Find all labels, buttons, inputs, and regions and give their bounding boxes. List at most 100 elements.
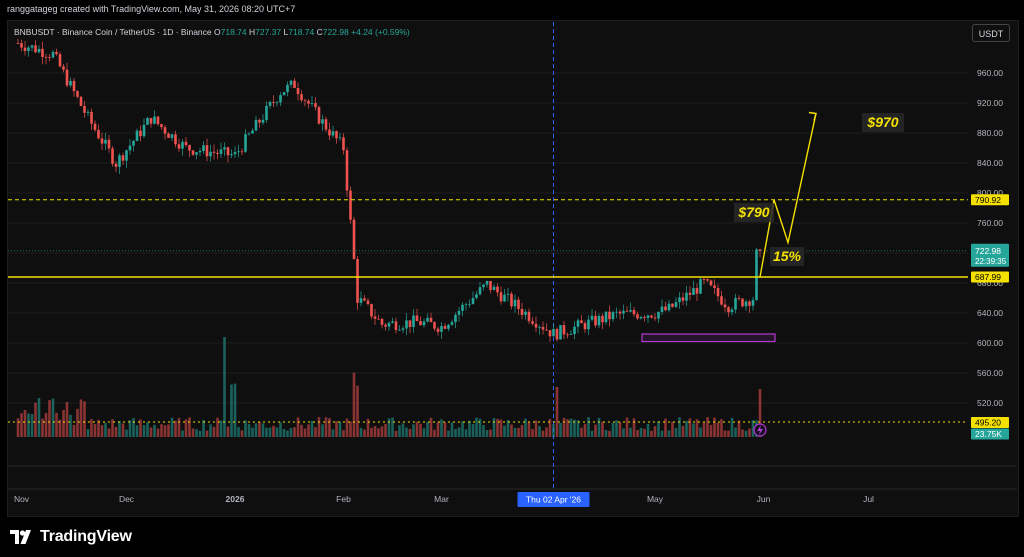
annotation-text: $790: [737, 204, 769, 220]
candle-body: [310, 103, 314, 104]
candle-body: [55, 51, 58, 55]
candle-body: [639, 317, 643, 319]
volume-bar: [503, 425, 506, 437]
candle-body: [618, 311, 622, 314]
candle-body: [338, 137, 342, 139]
volume-bar: [688, 418, 692, 437]
volume-bar: [219, 420, 223, 437]
x-tick-label: Jul: [863, 494, 874, 504]
y-tick-label: 680.00: [977, 278, 1003, 288]
candle-body: [499, 292, 503, 302]
volume-bar: [643, 428, 646, 437]
candle-body: [737, 297, 741, 299]
volume-bar: [646, 423, 650, 437]
volume-bar: [51, 398, 55, 437]
crosshair-date-label: Thu 02 Apr '26: [526, 495, 581, 505]
close-label: C: [316, 27, 323, 37]
candle-body: [331, 131, 335, 136]
volume-bar: [121, 423, 125, 437]
volume-bar: [464, 429, 468, 437]
candle-body: [230, 154, 233, 156]
y-tick-label: 760.00: [977, 218, 1003, 228]
volume-bar: [216, 417, 219, 437]
volume-bar: [513, 427, 517, 437]
candle-body: [401, 328, 405, 330]
volume-bar: [475, 417, 478, 437]
volume-bar: [212, 426, 216, 437]
volume-bar: [209, 424, 212, 437]
candle-body: [741, 298, 744, 307]
candle-body: [191, 150, 195, 155]
volume-bar: [65, 402, 69, 437]
volume-bar: [114, 426, 118, 437]
candle-body: [118, 155, 121, 167]
volume-bar: [716, 422, 720, 437]
volume-bar: [373, 426, 377, 437]
volume-bar: [496, 418, 499, 437]
volume-bar: [594, 424, 597, 437]
volume-bar: [527, 422, 531, 437]
candle-body: [727, 307, 730, 313]
volume-bar: [650, 430, 653, 437]
candle-body: [195, 152, 198, 155]
volume-bar: [597, 418, 601, 437]
volume-bar: [748, 428, 751, 437]
volume-bar: [275, 427, 279, 437]
projection-path: [759, 113, 817, 278]
candle-body: [429, 317, 433, 323]
candle-body: [625, 310, 629, 312]
tradingview-logo[interactable]: TradingView: [10, 526, 132, 548]
candle-body: [751, 299, 755, 306]
volume-bar: [461, 421, 464, 437]
lightning-glyph: [757, 425, 763, 435]
high-value: 727.37: [255, 27, 282, 37]
candle-body: [261, 119, 265, 123]
volume-bar: [104, 423, 107, 437]
candle-body: [408, 320, 412, 327]
volume-bar: [622, 428, 625, 437]
volume-bar: [240, 430, 244, 437]
candle-body: [730, 309, 734, 313]
volume-bar: [156, 428, 160, 437]
candle-body: [692, 288, 695, 295]
volume-bar: [118, 421, 121, 437]
volume-bar: [244, 420, 247, 437]
candle-body: [324, 119, 328, 130]
candle-body: [646, 315, 650, 318]
candle-body: [443, 326, 447, 329]
volume-bar: [79, 399, 83, 437]
candle-body: [328, 129, 331, 136]
volume-bar: [377, 428, 380, 437]
price-label-790-badge: [971, 194, 1009, 206]
candle-body: [142, 124, 146, 137]
volume-bar: [401, 423, 405, 437]
y-tick-label: 960.00: [977, 68, 1003, 78]
logo-text: TradingView: [40, 528, 132, 545]
candle-body: [265, 105, 268, 120]
candle-body: [156, 116, 160, 125]
candle-body: [709, 280, 713, 286]
volume-bar: [538, 426, 541, 437]
candle-body: [34, 45, 37, 53]
volume-bar: [545, 427, 548, 437]
candle-body: [184, 141, 188, 146]
candle-body: [219, 149, 223, 154]
currency-button[interactable]: USDT: [972, 24, 1010, 42]
candle-body: [272, 102, 275, 103]
candle-body: [48, 57, 51, 58]
candle-body: [268, 102, 272, 106]
candle-body: [128, 145, 132, 151]
volume-bar: [226, 426, 230, 437]
volume-bar: [107, 428, 111, 437]
volume-bar: [146, 422, 149, 437]
volume-bar: [485, 430, 489, 437]
volume-bar: [90, 419, 93, 437]
volume-bar: [751, 420, 755, 437]
y-tick-label: 920.00: [977, 98, 1003, 108]
candle-body: [716, 287, 720, 297]
candle-body: [534, 323, 538, 328]
low-label: L: [283, 27, 289, 37]
candle-body: [198, 150, 202, 153]
volume-bar: [268, 427, 272, 437]
